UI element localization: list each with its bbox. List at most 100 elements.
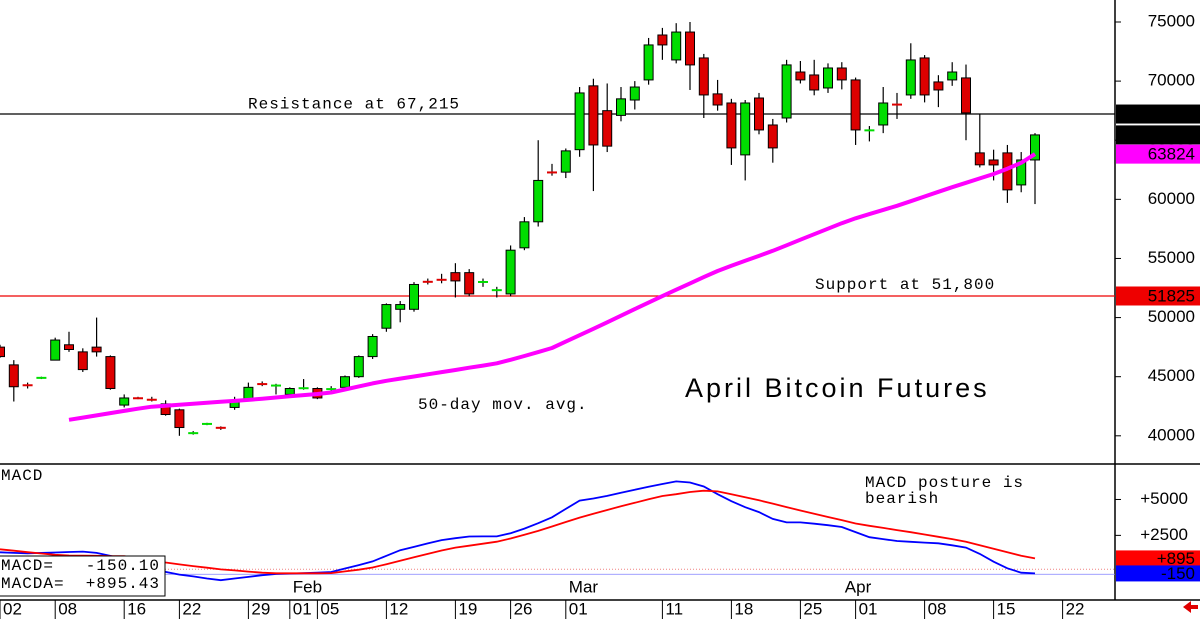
- scroll-arrow[interactable]: [1183, 601, 1198, 613]
- x-tick-label: 11: [665, 599, 683, 618]
- last-close-box-label: 65450: [1148, 125, 1195, 144]
- x-tick-label: 12: [389, 599, 408, 618]
- x-tick-label: 15: [997, 599, 1016, 618]
- candle-body: [381, 304, 392, 329]
- last-close-box: [1116, 125, 1200, 145]
- candle-body: [961, 77, 971, 114]
- series-label: 50-day mov. avg.: [418, 396, 588, 414]
- candle-body: [643, 44, 654, 81]
- candle-body: [781, 64, 792, 119]
- readout-value: -150.10: [86, 557, 160, 575]
- level-box-label: 51825: [1148, 286, 1195, 305]
- macd-box-label: -150: [1161, 564, 1195, 583]
- candle-body: [505, 249, 516, 295]
- candle-body: [795, 71, 806, 81]
- candle-body: [464, 272, 475, 295]
- candle-body: [1030, 134, 1040, 161]
- readout-value: +895.43: [86, 575, 160, 593]
- level-box: [1116, 286, 1200, 306]
- candle-body: [767, 124, 778, 149]
- candle-body: [698, 57, 709, 96]
- moving-average: [68, 152, 1037, 422]
- candle-body: [574, 92, 585, 151]
- candle-body: [353, 356, 364, 378]
- level-box: [1116, 104, 1200, 124]
- macd-box-label: +895: [1157, 549, 1195, 568]
- macd-line: [0, 480, 1036, 582]
- candle-body: [685, 31, 695, 66]
- y-tick-label: 40000: [1148, 425, 1195, 444]
- candle-body: [560, 150, 571, 173]
- candle-body: [850, 79, 861, 131]
- candle-body: [823, 67, 833, 89]
- candle-body: [947, 71, 958, 81]
- ma-box: [1116, 144, 1200, 164]
- y-tick-label: 70000: [1148, 71, 1195, 90]
- level-box-label: 67215: [1148, 105, 1195, 124]
- macd-box: [1116, 565, 1200, 582]
- readout-name: MACD=: [1, 557, 54, 575]
- candle-body: [809, 74, 820, 91]
- candle-body: [0, 346, 5, 358]
- candle-body: [974, 152, 985, 166]
- candle-body: [119, 397, 130, 406]
- x-tick-label: 02: [3, 599, 22, 618]
- macd-title: MACD: [1, 467, 43, 485]
- candle-body: [533, 179, 544, 223]
- y-tick-label: 75000: [1148, 11, 1195, 30]
- x-tick-label: 22: [182, 599, 201, 618]
- x-tick-label: 01: [293, 599, 312, 618]
- x-tick-label: 08: [928, 599, 947, 618]
- candle-body: [616, 98, 626, 116]
- candle-body: [519, 221, 530, 249]
- candle-body: [657, 34, 668, 46]
- y-tick-label: +2500: [1140, 525, 1188, 544]
- candle-body: [395, 304, 406, 310]
- x-tick-label: 05: [320, 599, 339, 618]
- candle-body: [712, 93, 723, 106]
- candle-body: [588, 85, 599, 146]
- y-tick-label: 45000: [1148, 366, 1195, 385]
- candle-body: [367, 335, 378, 358]
- candle-body: [243, 386, 254, 400]
- candle-body: [933, 81, 944, 91]
- macd-line: [0, 489, 1036, 575]
- x-tick-label: 29: [251, 599, 270, 618]
- annotation: bearish: [865, 490, 939, 508]
- candle-body: [77, 351, 88, 371]
- candle-body: [878, 102, 889, 126]
- x-tick-label: 22: [1066, 599, 1085, 618]
- chart-title: April Bitcoin Futures: [685, 373, 990, 403]
- x-tick-label: 18: [734, 599, 753, 618]
- candle-body: [50, 339, 61, 361]
- candle-body: [602, 110, 613, 147]
- ma-box-label: 63824: [1148, 145, 1195, 164]
- month-label: Feb: [293, 577, 322, 596]
- candle-body: [284, 388, 295, 395]
- annotation: MACD posture is: [865, 474, 1024, 492]
- level-label: Support at 51,800: [815, 276, 995, 294]
- x-tick-label: 19: [458, 599, 477, 618]
- x-tick-label: 26: [514, 599, 533, 618]
- candle-body: [905, 59, 916, 96]
- y-tick-label: 50000: [1148, 307, 1195, 326]
- readout-box: [0, 555, 166, 597]
- candle-body: [740, 102, 751, 156]
- macd-box: [1116, 550, 1200, 567]
- y-tick-label: 60000: [1148, 189, 1195, 208]
- candle-body: [450, 272, 461, 282]
- readout-name: MACDA=: [1, 575, 65, 593]
- candle-body: [174, 409, 185, 429]
- candle-body: [629, 86, 640, 101]
- x-tick-label: 25: [803, 599, 822, 618]
- x-tick-label: 01: [859, 599, 878, 618]
- y-tick-label: 55000: [1148, 248, 1195, 267]
- x-tick-label: 08: [58, 599, 77, 618]
- x-tick-label: 16: [127, 599, 146, 618]
- month-label: Apr: [845, 577, 872, 596]
- candle-body: [919, 57, 930, 96]
- candle-body: [409, 283, 419, 310]
